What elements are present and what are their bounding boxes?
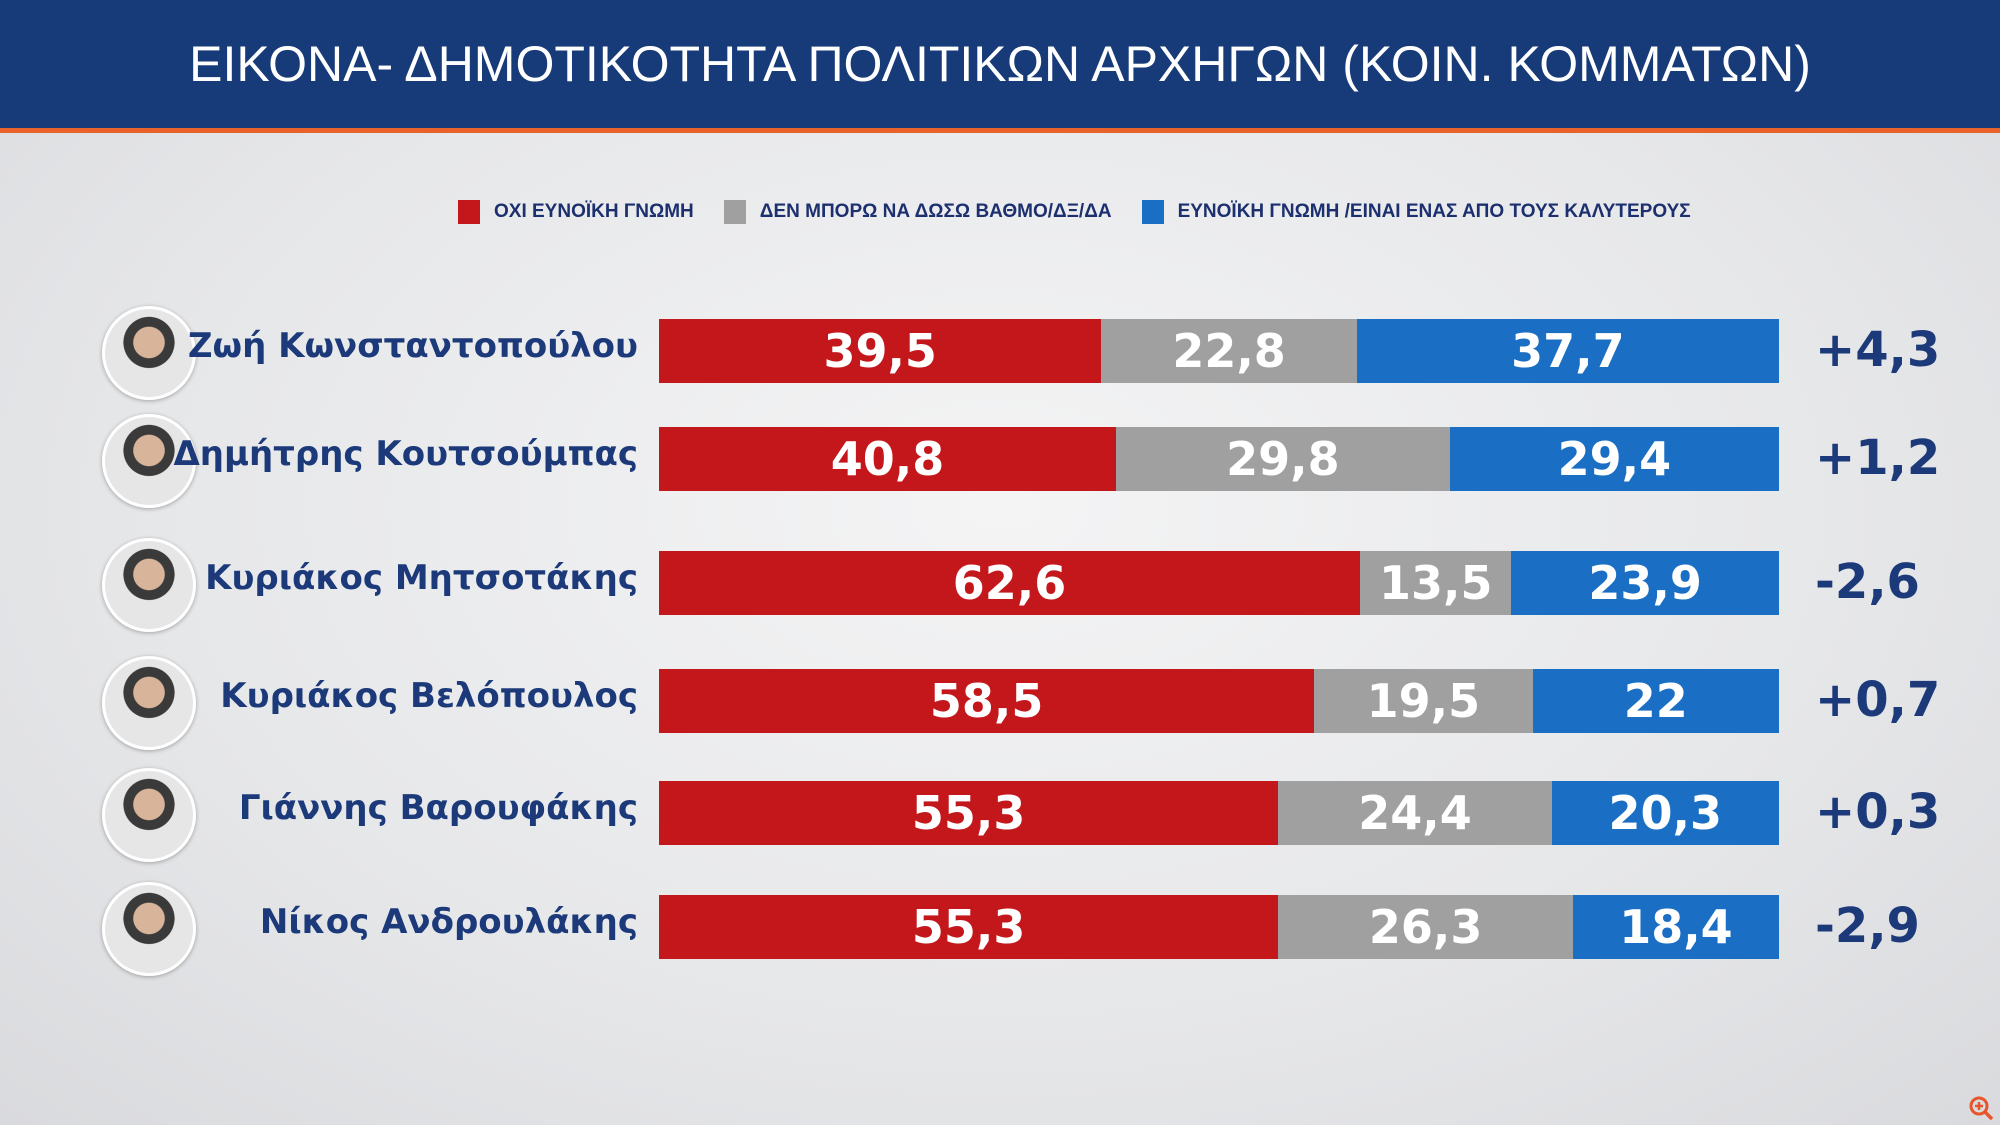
bar-segment-1: 19,5 <box>1314 669 1533 733</box>
stacked-bar: 62,6 13,5 23,9 <box>659 551 1779 615</box>
legend: ΟΧΙ ΕΥΝΟΪΚΗ ΓΝΩΜΗ ΔΕΝ ΜΠΟΡΩ ΝΑ ΔΩΣΩ ΒΑΘΜ… <box>458 200 1707 224</box>
bar-segment-0: 55,3 <box>659 895 1279 959</box>
bar-segment-2: 23,9 <box>1511 551 1779 615</box>
title-bar: ΕΙΚΟΝΑ- ΔΗΜΟΤΙΚΟΤΗΤΑ ΠΟΛΙΤΙΚΩΝ ΑΡΧΗΓΩΝ (… <box>0 0 2000 133</box>
page-title: ΕΙΚΟΝΑ- ΔΗΜΟΤΙΚΟΤΗΤΑ ΠΟΛΙΤΙΚΩΝ ΑΡΧΗΓΩΝ (… <box>189 36 1811 92</box>
legend-swatch <box>458 200 480 224</box>
data-label: 24,4 <box>1358 786 1472 840</box>
leader-photo <box>102 882 196 976</box>
leader-name: Κυριάκος Βελόπουλος <box>220 676 638 716</box>
bar-segment-0: 40,8 <box>659 427 1116 491</box>
legend-item-favorable: ΕΥΝΟΪΚΗ ΓΝΩΜΗ /ΕΙΝΑΙ ΕΝΑΣ ΑΠΟ ΤΟΥΣ ΚΑΛΥΤ… <box>1141 200 1691 224</box>
data-label: 39,5 <box>823 324 937 378</box>
leader-photo <box>102 538 196 632</box>
bar-segment-2: 20,3 <box>1551 781 1779 845</box>
leader-photo <box>102 306 196 400</box>
bar-segment-2: 18,4 <box>1572 895 1779 959</box>
bar-segment-2: 37,7 <box>1356 319 1779 383</box>
leader-name: Νίκος Ανδρουλάκης <box>259 902 638 942</box>
change-value: +0,7 <box>1815 672 1941 728</box>
chart-row: Ζωή Κωνσταντοπούλου 39,5 22,8 37,7 +4,3 <box>0 306 2000 400</box>
stacked-bar: 39,5 22,8 37,7 <box>659 319 1779 383</box>
change-value: +4,3 <box>1815 322 1941 378</box>
legend-label: ΕΥΝΟΪΚΗ ΓΝΩΜΗ /ΕΙΝΑΙ ΕΝΑΣ ΑΠΟ ΤΟΥΣ ΚΑΛΥΤ… <box>1177 201 1691 222</box>
legend-label: ΔΕΝ ΜΠΟΡΩ ΝΑ ΔΩΣΩ ΒΑΘΜΟ/ΔΞ/ΔΑ <box>759 201 1112 222</box>
stacked-bar: 55,3 24,4 20,3 <box>659 781 1779 845</box>
data-label: 13,5 <box>1378 556 1493 610</box>
legend-label: ΟΧΙ ΕΥΝΟΪΚΗ ΓΝΩΜΗ <box>494 201 694 222</box>
data-label: 29,4 <box>1557 432 1672 486</box>
leader-photo <box>102 768 196 862</box>
data-label: 23,9 <box>1588 556 1702 610</box>
legend-item-no-answer: ΔΕΝ ΜΠΟΡΩ ΝΑ ΔΩΣΩ ΒΑΘΜΟ/ΔΞ/ΔΑ <box>723 200 1112 224</box>
leader-name: Γιάννης Βαρουφάκης <box>238 788 638 828</box>
bar-segment-0: 62,6 <box>659 551 1361 615</box>
bar-segment-0: 39,5 <box>659 319 1102 383</box>
bar-segment-2: 29,4 <box>1449 427 1779 491</box>
leader-photo <box>102 656 196 750</box>
data-label: 58,5 <box>929 674 1044 728</box>
data-label: 37,7 <box>1511 324 1625 378</box>
chart-row: Νίκος Ανδρουλάκης 55,3 26,3 18,4 -2,9 <box>0 882 2000 976</box>
leader-name: Δημήτρης Κουτσούμπας <box>173 434 638 474</box>
data-label: 19,5 <box>1366 674 1481 728</box>
data-label: 20,3 <box>1608 786 1723 840</box>
bar-segment-1: 29,8 <box>1115 427 1450 491</box>
change-value: +0,3 <box>1815 784 1941 840</box>
bar-segment-1: 24,4 <box>1278 781 1552 845</box>
data-label: 26,3 <box>1368 900 1483 954</box>
data-label: 22 <box>1623 674 1688 728</box>
chart-row: Δημήτρης Κουτσούμπας 40,8 29,8 29,4 +1,2 <box>0 414 2000 508</box>
legend-item-unfavorable: ΟΧΙ ΕΥΝΟΪΚΗ ΓΝΩΜΗ <box>458 200 694 224</box>
bar-segment-1: 13,5 <box>1360 551 1512 615</box>
change-value: +1,2 <box>1815 430 1941 486</box>
bar-segment-0: 55,3 <box>659 781 1279 845</box>
bar-segment-1: 26,3 <box>1278 895 1573 959</box>
bar-segment-0: 58,5 <box>659 669 1315 733</box>
leader-name: Κυριάκος Μητσοτάκης <box>205 558 638 598</box>
zoom-in-icon[interactable] <box>1968 1095 1994 1121</box>
data-label: 29,8 <box>1226 432 1340 486</box>
chart-row: Γιάννης Βαρουφάκης 55,3 24,4 20,3 +0,3 <box>0 768 2000 862</box>
legend-swatch <box>1141 200 1164 224</box>
stacked-bar: 40,8 29,8 29,4 <box>659 427 1779 491</box>
data-label: 18,4 <box>1619 900 1733 954</box>
stacked-bar: 58,5 19,5 22 <box>659 669 1779 733</box>
bar-segment-2: 22 <box>1532 669 1779 733</box>
stacked-bar: 55,3 26,3 18,4 <box>659 895 1779 959</box>
legend-swatch <box>723 200 746 224</box>
change-value: -2,9 <box>1815 898 1920 954</box>
data-label: 62,6 <box>952 556 1067 610</box>
bar-segment-1: 22,8 <box>1101 319 1357 383</box>
data-label: 22,8 <box>1172 324 1286 378</box>
data-label: 55,3 <box>911 786 1026 840</box>
data-label: 55,3 <box>911 900 1026 954</box>
change-value: -2,6 <box>1815 554 1920 610</box>
data-label: 40,8 <box>830 432 945 486</box>
leader-photo <box>102 414 196 508</box>
leader-name: Ζωή Κωνσταντοπούλου <box>187 326 638 366</box>
chart-row: Κυριάκος Βελόπουλος 58,5 19,5 22 +0,7 <box>0 656 2000 750</box>
chart-row: Κυριάκος Μητσοτάκης 62,6 13,5 23,9 -2,6 <box>0 538 2000 632</box>
